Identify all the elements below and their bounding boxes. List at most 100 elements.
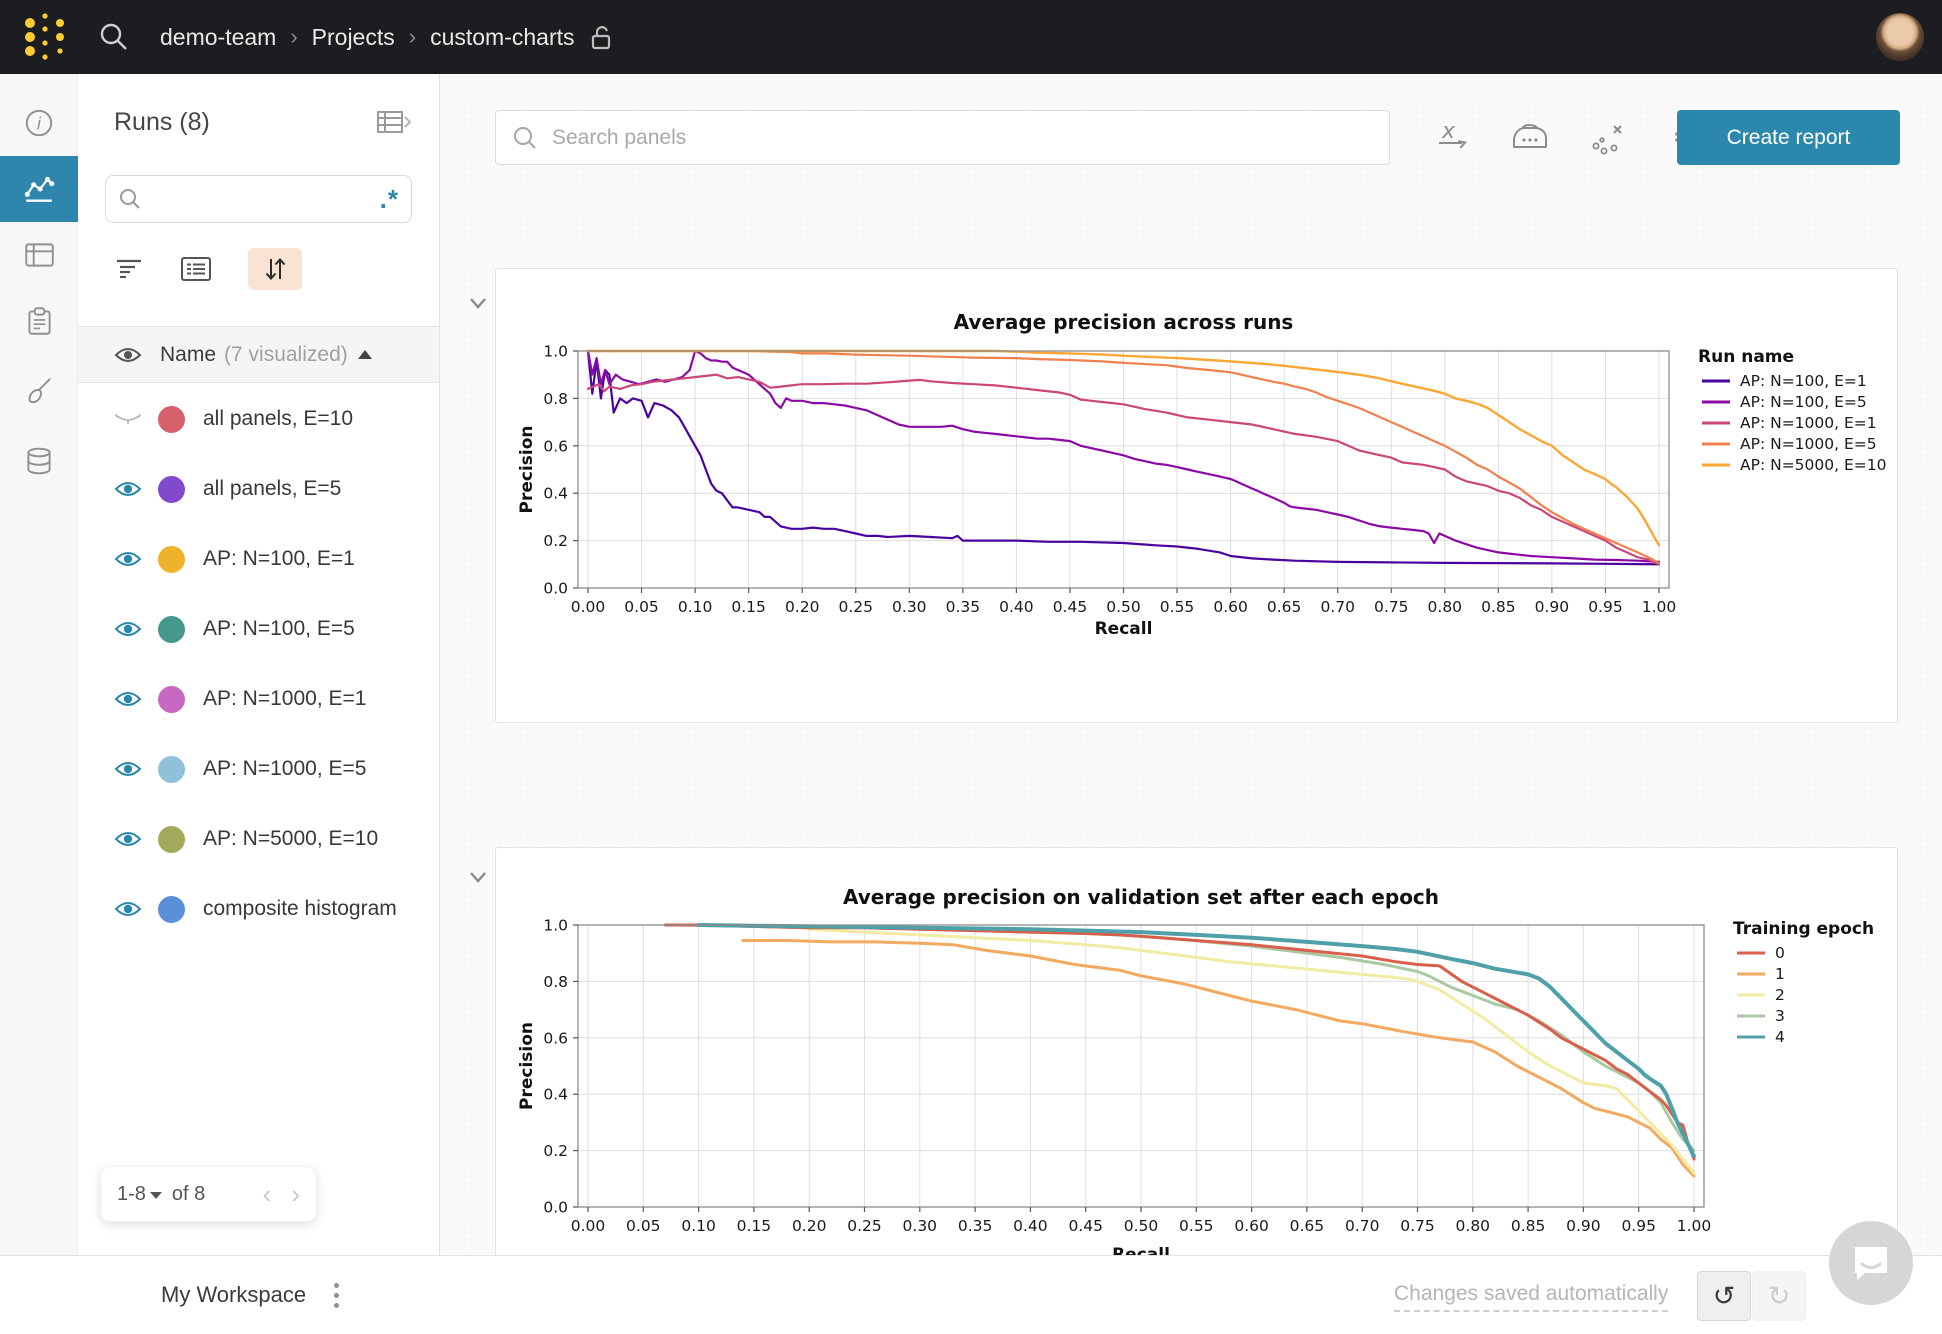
run-row[interactable]: AP: N=100, E=1 bbox=[78, 524, 439, 594]
run-name[interactable]: composite histogram bbox=[203, 897, 397, 921]
breadcrumb: demo-team › Projects › custom-charts bbox=[160, 23, 615, 51]
svg-text:0.15: 0.15 bbox=[731, 598, 766, 616]
visibility-on-icon[interactable] bbox=[114, 898, 144, 920]
wandb-logo[interactable] bbox=[22, 10, 68, 64]
run-row[interactable]: AP: N=1000, E=5 bbox=[78, 734, 439, 804]
svg-text:0.4: 0.4 bbox=[543, 1086, 568, 1104]
run-color-dot bbox=[158, 896, 185, 923]
svg-text:0.65: 0.65 bbox=[1290, 1217, 1325, 1235]
run-name[interactable]: all panels, E=5 bbox=[203, 477, 341, 501]
run-name[interactable]: all panels, E=10 bbox=[203, 407, 353, 431]
svg-text:0.50: 0.50 bbox=[1124, 1217, 1159, 1235]
page-size-selector[interactable]: 1-8 bbox=[117, 1183, 166, 1206]
rail-item-charts[interactable] bbox=[0, 156, 78, 222]
run-color-dot bbox=[158, 756, 185, 783]
rail-item-artifacts[interactable] bbox=[0, 428, 78, 494]
run-name[interactable]: AP: N=1000, E=5 bbox=[203, 757, 366, 781]
svg-text:AP: N=1000, E=1: AP: N=1000, E=1 bbox=[1740, 414, 1877, 432]
chart-panel-ap-across-runs[interactable]: 0.000.050.100.150.200.250.300.350.400.45… bbox=[495, 268, 1898, 723]
smoothing-iron-icon bbox=[1509, 120, 1551, 156]
svg-text:0.20: 0.20 bbox=[792, 1217, 827, 1235]
outliers-button[interactable] bbox=[1586, 116, 1630, 160]
breadcrumb-project-name[interactable]: custom-charts bbox=[430, 24, 574, 51]
svg-text:Precision: Precision bbox=[517, 425, 537, 513]
rail-item-table[interactable] bbox=[0, 222, 78, 288]
next-page-button[interactable]: › bbox=[291, 1184, 300, 1204]
sort-button[interactable] bbox=[248, 248, 302, 290]
svg-text:0.60: 0.60 bbox=[1213, 598, 1248, 616]
svg-text:0.2: 0.2 bbox=[543, 1142, 568, 1160]
svg-text:0.40: 0.40 bbox=[999, 598, 1034, 616]
group-button[interactable] bbox=[180, 256, 212, 282]
create-report-button[interactable]: Create report bbox=[1677, 110, 1900, 165]
svg-text:AP: N=100, E=5: AP: N=100, E=5 bbox=[1740, 393, 1867, 411]
svg-text:0.75: 0.75 bbox=[1374, 598, 1409, 616]
list-icon bbox=[180, 256, 212, 282]
search-icon[interactable] bbox=[98, 21, 130, 53]
outlier-scatter-icon bbox=[1588, 118, 1628, 158]
svg-text:0.95: 0.95 bbox=[1621, 1217, 1656, 1235]
ap-per-epoch-chart: 0.000.050.100.150.200.250.300.350.400.45… bbox=[516, 868, 1916, 1255]
run-row[interactable]: composite histogram bbox=[78, 874, 439, 944]
runs-filter-input[interactable] bbox=[152, 188, 380, 210]
svg-text:Average precision across runs: Average precision across runs bbox=[954, 310, 1294, 334]
svg-text:Recall: Recall bbox=[1095, 619, 1153, 639]
visibility-on-icon[interactable] bbox=[114, 688, 144, 710]
run-row[interactable]: AP: N=5000, E=10 bbox=[78, 804, 439, 874]
runs-table-expand-button[interactable] bbox=[377, 109, 411, 137]
user-avatar[interactable] bbox=[1876, 13, 1924, 61]
run-name[interactable]: AP: N=100, E=1 bbox=[203, 547, 355, 571]
svg-text:0.90: 0.90 bbox=[1566, 1217, 1601, 1235]
run-row[interactable]: AP: N=1000, E=1 bbox=[78, 664, 439, 734]
svg-text:0.00: 0.00 bbox=[571, 598, 606, 616]
chevron-down-icon[interactable] bbox=[468, 870, 488, 884]
visibility-on-icon[interactable] bbox=[114, 828, 144, 850]
bottom-bar: My Workspace Changes saved automatically… bbox=[0, 1255, 1942, 1334]
filter-button[interactable] bbox=[114, 256, 144, 282]
visibility-on-icon[interactable] bbox=[114, 758, 144, 780]
svg-text:0.30: 0.30 bbox=[892, 598, 927, 616]
svg-text:x: x bbox=[1441, 119, 1456, 144]
smoothing-button[interactable] bbox=[1508, 116, 1552, 160]
workspace-selector[interactable]: My Workspace bbox=[161, 1282, 306, 1308]
breadcrumb-team[interactable]: demo-team bbox=[160, 24, 276, 51]
redo-button[interactable]: ↻ bbox=[1752, 1271, 1806, 1321]
sort-icon bbox=[261, 255, 289, 283]
svg-text:0.25: 0.25 bbox=[847, 1217, 882, 1235]
run-row[interactable]: AP: N=100, E=5 bbox=[78, 594, 439, 664]
run-row[interactable]: all panels, E=5 bbox=[78, 454, 439, 524]
database-icon bbox=[22, 444, 56, 478]
svg-text:0.85: 0.85 bbox=[1511, 1217, 1546, 1235]
runs-name-header[interactable]: Name (7 visualized) bbox=[78, 326, 439, 383]
visibility-off-icon[interactable] bbox=[114, 408, 144, 430]
svg-text:0.05: 0.05 bbox=[626, 1217, 661, 1235]
undo-button[interactable]: ↺ bbox=[1697, 1271, 1751, 1321]
chevron-down-icon[interactable] bbox=[468, 296, 488, 310]
svg-text:0.85: 0.85 bbox=[1481, 598, 1516, 616]
rail-item-logs[interactable] bbox=[0, 288, 78, 354]
run-name[interactable]: AP: N=5000, E=10 bbox=[203, 827, 378, 851]
svg-text:1.0: 1.0 bbox=[543, 917, 568, 935]
rail-item-sweeps[interactable] bbox=[0, 358, 78, 424]
panel-search-input[interactable] bbox=[552, 126, 1373, 150]
x-axis-settings-button[interactable]: x bbox=[1430, 116, 1474, 160]
svg-text:1.0: 1.0 bbox=[543, 343, 568, 361]
rail-item-overview[interactable]: i bbox=[0, 90, 78, 156]
breadcrumb-separator: › bbox=[290, 24, 297, 50]
panel-search-box bbox=[495, 110, 1390, 165]
svg-text:0.00: 0.00 bbox=[571, 1217, 606, 1235]
visibility-on-icon[interactable] bbox=[114, 548, 144, 570]
workspace-menu-button[interactable] bbox=[334, 1283, 339, 1308]
breadcrumb-projects[interactable]: Projects bbox=[312, 24, 395, 51]
svg-text:0.55: 0.55 bbox=[1160, 598, 1195, 616]
chart-panel-ap-per-epoch[interactable]: 0.000.050.100.150.200.250.300.350.400.45… bbox=[495, 847, 1898, 1255]
run-row[interactable]: all panels, E=10 bbox=[78, 384, 439, 454]
regex-toggle[interactable]: .* bbox=[380, 194, 399, 204]
prev-page-button[interactable]: ‹ bbox=[263, 1184, 272, 1204]
run-name[interactable]: AP: N=1000, E=1 bbox=[203, 687, 366, 711]
run-name[interactable]: AP: N=100, E=5 bbox=[203, 617, 355, 641]
support-chat-button[interactable] bbox=[1829, 1221, 1913, 1305]
visibility-on-icon[interactable] bbox=[114, 618, 144, 640]
visibility-on-icon[interactable] bbox=[114, 478, 144, 500]
autosave-status[interactable]: Changes saved automatically bbox=[1394, 1282, 1668, 1312]
